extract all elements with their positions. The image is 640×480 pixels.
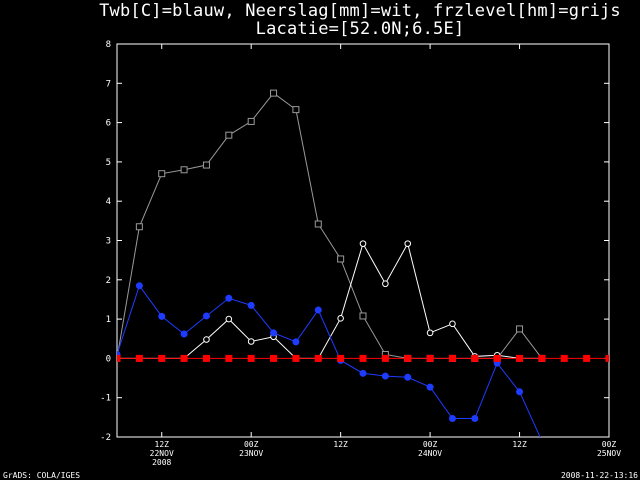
point-zero: [493, 354, 501, 362]
point-twb: [314, 306, 322, 314]
y-tick-label: 5: [106, 158, 111, 168]
point-freezing: [314, 220, 322, 228]
point-twb: [92, 408, 98, 414]
point-zero: [448, 354, 456, 362]
y-tick-label: -1: [100, 394, 111, 404]
point-twb: [292, 338, 300, 346]
point-zero: [247, 354, 255, 362]
chart-title: Twb[C]=blauw, Neerslag[mm]=wit, frzlevel…: [99, 1, 621, 21]
point-zero: [583, 354, 591, 362]
x-tick-sublabel: 25NOV: [597, 449, 621, 458]
point-precip: [225, 315, 233, 323]
point-twb: [539, 438, 545, 444]
point-twb: [180, 330, 188, 338]
series-group: [92, 89, 609, 444]
point-freezing: [247, 117, 255, 125]
series-line-freezing: [117, 92, 543, 359]
y-tick-label: 0: [106, 354, 111, 364]
y-tick-label: 3: [106, 237, 111, 247]
point-precip: [426, 329, 434, 337]
point-zero: [180, 354, 188, 362]
point-zero: [516, 354, 524, 362]
point-precip: [359, 240, 367, 247]
point-freezing: [135, 223, 143, 231]
x-tick-sublabel: 22NOV: [150, 449, 174, 458]
point-twb: [270, 329, 278, 337]
point-zero: [117, 354, 121, 362]
point-zero: [135, 354, 143, 362]
point-twb: [426, 383, 434, 391]
point-zero: [158, 354, 166, 362]
point-freezing: [292, 106, 300, 114]
x-tick-label: 00Z: [602, 440, 617, 449]
point-twb: [247, 301, 255, 309]
point-freezing: [516, 325, 524, 333]
series-line-precip: [117, 242, 542, 359]
x-tick-label: 12Z: [512, 440, 527, 449]
point-twb: [516, 388, 524, 396]
point-twb: [202, 312, 210, 320]
point-twb: [135, 282, 143, 290]
y-tick-label: 6: [106, 119, 111, 129]
point-precip: [247, 338, 255, 345]
point-twb: [359, 369, 367, 377]
point-twb: [158, 312, 166, 320]
point-zero: [359, 354, 367, 362]
point-freezing: [225, 131, 233, 139]
point-freezing: [270, 89, 278, 97]
point-precip: [337, 315, 344, 322]
x-tick-label: 00Z: [423, 440, 438, 449]
point-freezing: [202, 161, 210, 169]
y-tick-label: -2: [100, 433, 111, 443]
y-tick-label: 7: [106, 79, 111, 89]
y-tick-label: 2: [106, 276, 111, 286]
footer-timestamp: 2008-11-22-13:16: [560, 471, 638, 480]
point-twb: [448, 415, 456, 423]
x-tick-label: 12Z: [155, 440, 170, 449]
point-zero: [292, 354, 300, 362]
chart-subtitle: Lacatie=[52.0N;6.5E]: [255, 19, 465, 39]
point-twb: [381, 372, 389, 380]
point-zero: [270, 354, 278, 362]
x-tick-sublabel: 24NOV: [418, 449, 442, 458]
y-tick-label: 8: [106, 40, 111, 50]
point-freezing: [337, 255, 345, 263]
point-freezing: [158, 170, 166, 178]
point-precip: [203, 336, 210, 343]
x-tick-sublabel: 2008: [152, 458, 171, 467]
point-zero: [471, 354, 479, 362]
point-precip: [404, 240, 412, 247]
point-zero: [426, 354, 434, 362]
point-twb: [225, 294, 233, 302]
footer-credit: GrADS: COLA/IGES: [3, 471, 81, 480]
point-freezing: [359, 312, 367, 320]
point-zero: [337, 354, 345, 362]
point-twb: [471, 415, 479, 423]
point-zero: [381, 354, 389, 362]
point-zero: [560, 354, 568, 362]
point-precip: [449, 320, 456, 328]
point-freezing: [180, 166, 188, 174]
x-tick-sublabel: 23NOV: [239, 449, 263, 458]
y-tick-label: 4: [106, 197, 111, 207]
point-zero: [314, 354, 322, 362]
point-zero: [538, 354, 546, 362]
y-tick-label: 1: [106, 315, 111, 325]
point-zero: [92, 355, 98, 361]
point-zero: [202, 354, 210, 362]
point-zero: [225, 354, 233, 362]
point-zero: [605, 354, 609, 362]
point-zero: [404, 354, 412, 362]
point-twb: [404, 373, 412, 381]
x-tick-label: 12Z: [333, 440, 348, 449]
point-precip: [382, 280, 389, 288]
x-tick-label: 00Z: [244, 440, 259, 449]
